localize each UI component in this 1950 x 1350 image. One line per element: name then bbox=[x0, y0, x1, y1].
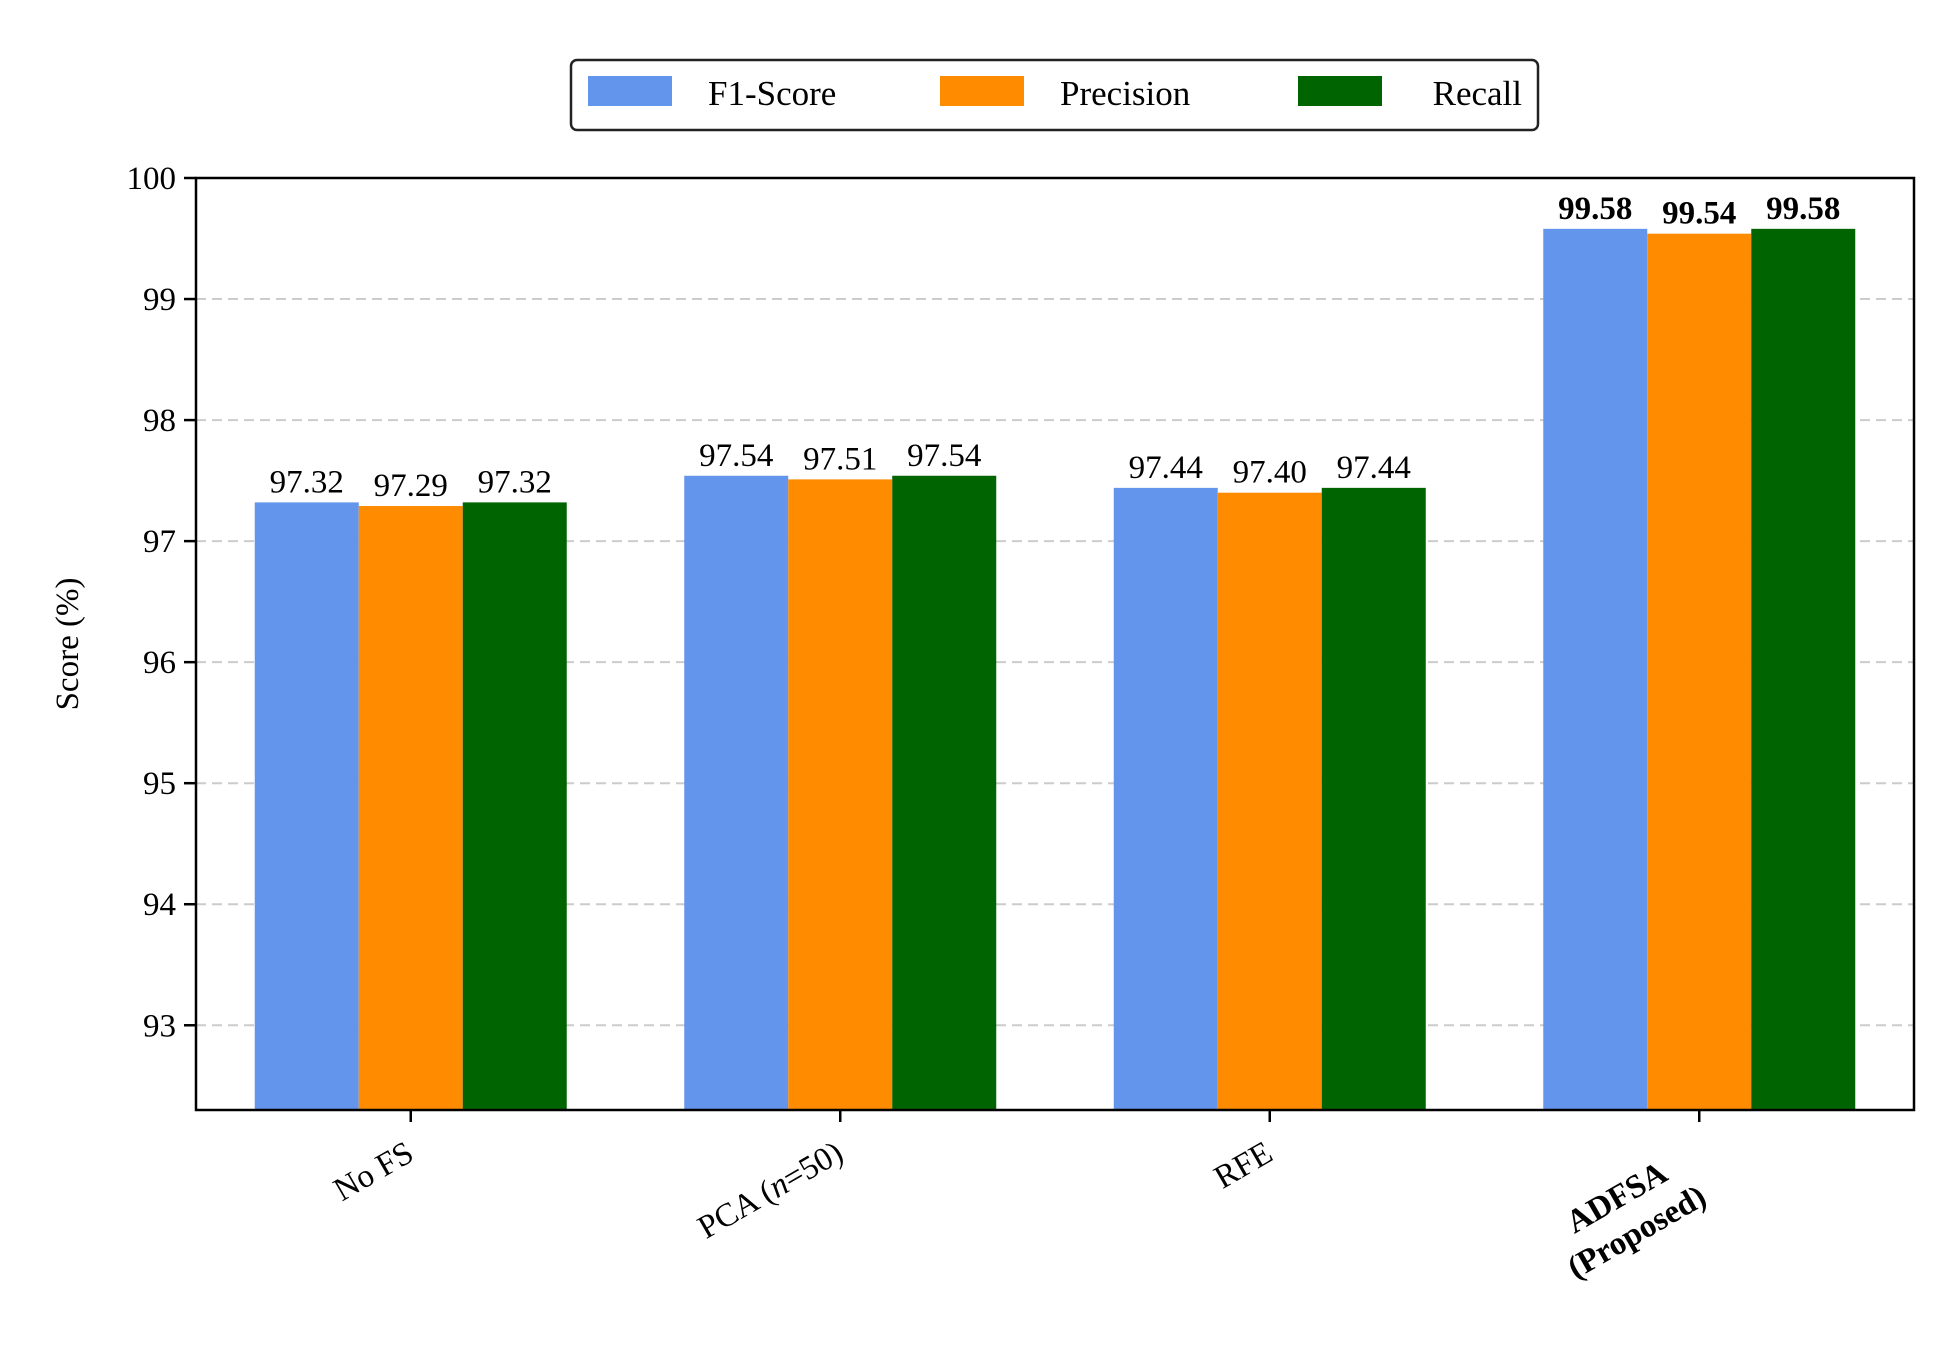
bars bbox=[254, 228, 1856, 1111]
legend-label: F1-Score bbox=[708, 74, 836, 113]
x-tick-label-part: PCA ( bbox=[692, 1174, 781, 1246]
x-tick-label: RFE bbox=[1208, 1135, 1278, 1196]
data-label: 97.32 bbox=[270, 464, 344, 500]
bar-precision bbox=[1647, 233, 1752, 1110]
legend-label: Precision bbox=[1060, 74, 1190, 113]
bar-f1-score bbox=[1113, 487, 1218, 1110]
bar-precision bbox=[1217, 492, 1322, 1110]
y-tick-label: 96 bbox=[143, 645, 176, 681]
bar-recall bbox=[1321, 487, 1426, 1110]
x-tick-label: ADFSA(Proposed) bbox=[1560, 1155, 1712, 1287]
x-tick-label-line: No FS bbox=[328, 1135, 420, 1209]
data-label: 99.58 bbox=[1558, 191, 1632, 227]
svg-text:PCA (n=50): PCA (n=50) bbox=[692, 1135, 849, 1247]
bar-recall bbox=[462, 502, 567, 1111]
y-axis: 93 94 95 96 97 98 99 100 bbox=[127, 161, 196, 1044]
x-axis: No FS PCA (n=50) RFE ADFSA(Proposed) bbox=[328, 1110, 1712, 1287]
x-tick-label-line: RFE bbox=[1208, 1135, 1278, 1196]
y-tick-label: 98 bbox=[143, 403, 176, 439]
y-tick-label: 94 bbox=[143, 887, 176, 923]
data-label: 97.40 bbox=[1233, 455, 1307, 491]
bar-f1-score bbox=[684, 475, 789, 1110]
y-axis-label: Score (%) bbox=[50, 578, 86, 711]
y-tick-label: 95 bbox=[143, 766, 176, 802]
legend-swatch bbox=[940, 76, 1024, 106]
legend-swatch bbox=[588, 76, 672, 106]
bar-precision bbox=[788, 479, 893, 1110]
data-label: 97.54 bbox=[699, 438, 773, 474]
legend-label: Recall bbox=[1433, 74, 1523, 113]
x-tick-label: No FS bbox=[328, 1135, 420, 1209]
bar-f1-score bbox=[254, 502, 359, 1111]
bar-precision bbox=[358, 506, 463, 1110]
legend-frame bbox=[569, 58, 1540, 132]
y-tick-label: 93 bbox=[143, 1008, 176, 1044]
data-label: 97.44 bbox=[1337, 450, 1411, 486]
data-labels: 97.32 97.29 97.32 97.54 97.51 97.54 97.44 97.40… bbox=[270, 191, 1841, 504]
legend-swatch bbox=[1298, 76, 1382, 106]
data-label: 97.51 bbox=[803, 441, 877, 477]
bar-f1-score bbox=[1543, 228, 1648, 1110]
bar-recall bbox=[892, 475, 997, 1110]
bar-recall bbox=[1751, 228, 1856, 1110]
data-label: 97.32 bbox=[478, 464, 552, 500]
data-label: 97.29 bbox=[374, 468, 448, 504]
data-label: 99.54 bbox=[1662, 196, 1736, 232]
plot-frame bbox=[194, 176, 1916, 1112]
legend: F1-Score Precision Recall bbox=[569, 58, 1540, 132]
data-label: 99.58 bbox=[1766, 191, 1840, 227]
x-tick-label: PCA (n=50) bbox=[692, 1135, 849, 1247]
data-label: 97.44 bbox=[1129, 450, 1203, 486]
data-label: 97.54 bbox=[907, 438, 981, 474]
y-tick-label: 97 bbox=[143, 524, 176, 560]
y-tick-label: 99 bbox=[143, 282, 176, 318]
y-tick-label: 100 bbox=[127, 161, 177, 197]
